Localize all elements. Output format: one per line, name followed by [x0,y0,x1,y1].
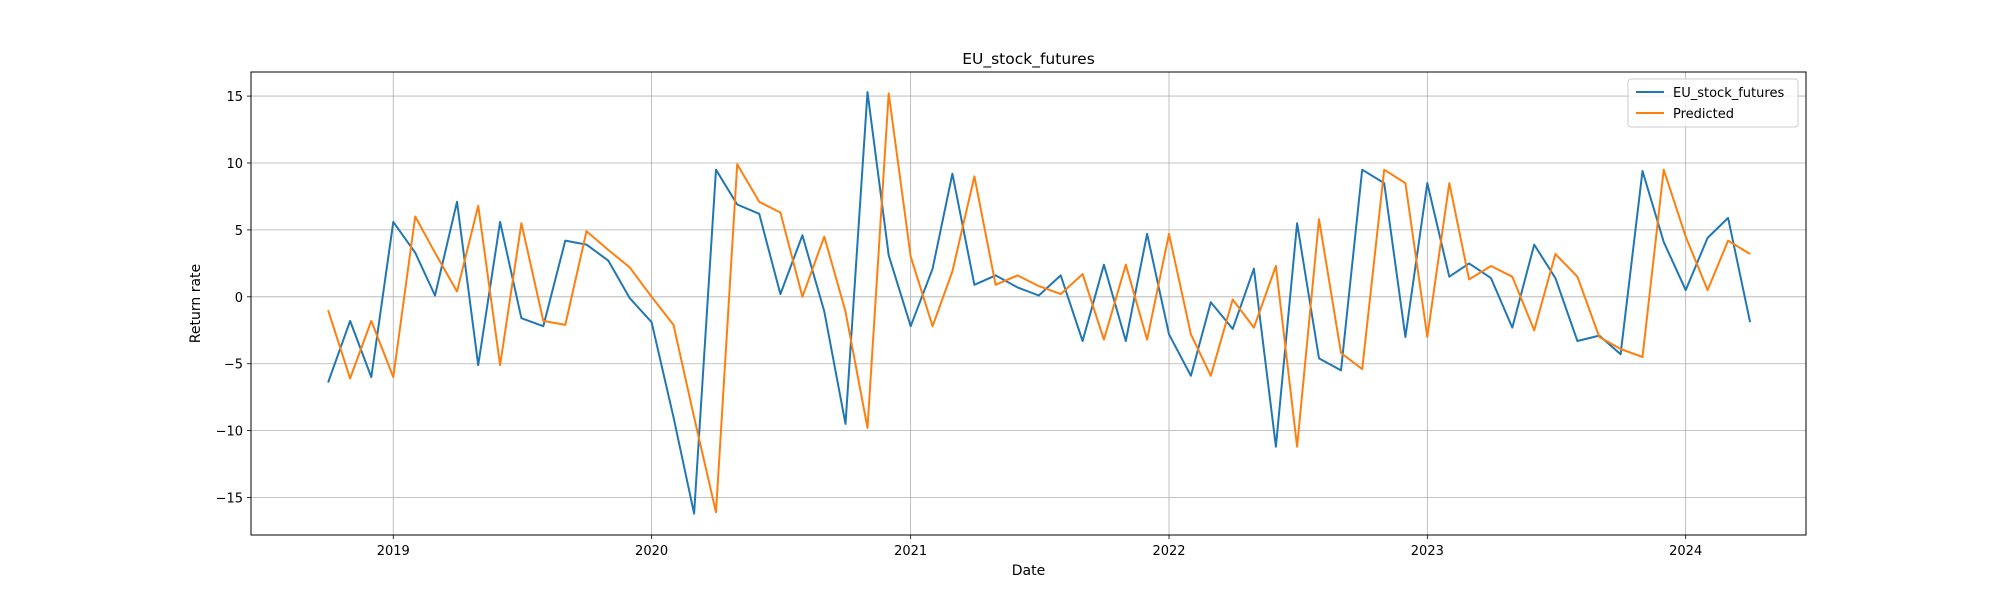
y-tick-label: −15 [216,492,243,507]
series-layer [327,91,1752,515]
series-line-predicted [327,92,1751,514]
x-axis-label: Date [1012,563,1045,579]
x-tick-label: 2022 [1152,544,1185,559]
legend: EU_stock_futures Predicted [1627,78,1799,128]
y-tick-label: −10 [216,425,243,440]
x-tick-label: 2024 [1669,544,1702,559]
x-tick-label: 2021 [894,544,927,559]
x-tick-label: 2023 [1411,544,1444,559]
chart-title: EU_stock_futures [962,50,1095,69]
legend-label-predicted: Predicted [1673,107,1734,122]
y-tick-label: 10 [226,157,243,172]
y-tick-label: −5 [224,358,243,373]
grid [251,72,1806,535]
x-tick-label: 2020 [635,544,668,559]
x-tick-label: 2019 [377,544,410,559]
plot-frame [250,71,1807,536]
legend-label-eu-stock-futures: EU_stock_futures [1673,86,1784,101]
y-tick-label: 0 [235,291,243,306]
y-tick-label: 5 [235,224,243,239]
series-line-eu-stock-futures [327,91,1752,515]
y-axis-label: Return rate [188,264,204,343]
axis-ticks: 2019 2020 2021 2022 2023 2024 −15 −10 −5 0 5 10 15 [216,90,1703,559]
y-tick-label: 15 [226,90,243,105]
legend-box [1627,78,1799,128]
